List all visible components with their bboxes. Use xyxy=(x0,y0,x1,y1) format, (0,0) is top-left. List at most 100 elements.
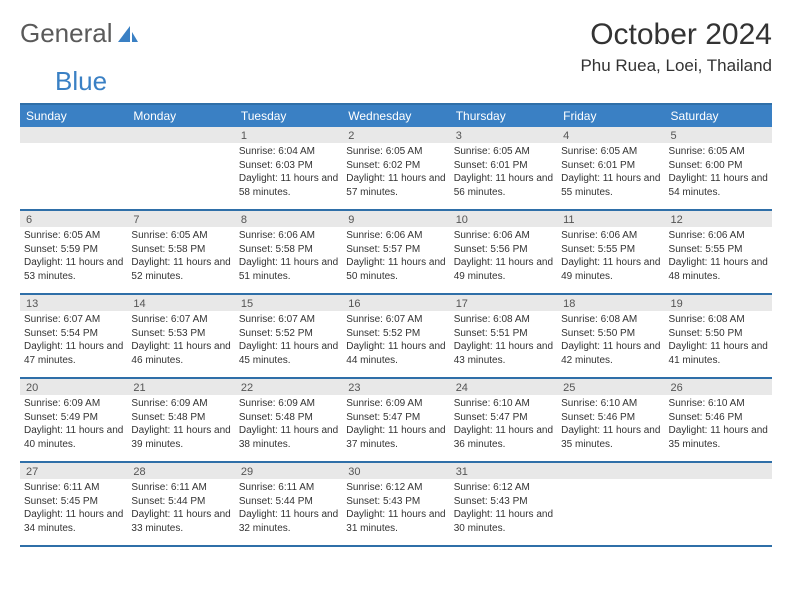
sunset-line: Sunset: 5:58 PM xyxy=(239,243,338,257)
sunset-line: Sunset: 5:47 PM xyxy=(346,411,445,425)
day-cell: 10Sunrise: 6:06 AMSunset: 5:56 PMDayligh… xyxy=(450,211,557,293)
day-cell: 3Sunrise: 6:05 AMSunset: 6:01 PMDaylight… xyxy=(450,127,557,209)
sunset-line: Sunset: 5:50 PM xyxy=(669,327,768,341)
sunrise-line: Sunrise: 6:07 AM xyxy=(239,313,338,327)
sunrise-line: Sunrise: 6:05 AM xyxy=(561,145,660,159)
day-cell: 19Sunrise: 6:08 AMSunset: 5:50 PMDayligh… xyxy=(665,295,772,377)
day-content: Sunrise: 6:08 AMSunset: 5:51 PMDaylight:… xyxy=(450,311,557,371)
sunset-line: Sunset: 5:55 PM xyxy=(561,243,660,257)
day-content: Sunrise: 6:09 AMSunset: 5:48 PMDaylight:… xyxy=(127,395,234,455)
daylight-line: Daylight: 11 hours and 58 minutes. xyxy=(239,172,338,199)
sunset-line: Sunset: 5:48 PM xyxy=(239,411,338,425)
day-number: 3 xyxy=(450,127,557,143)
sunrise-line: Sunrise: 6:05 AM xyxy=(454,145,553,159)
daylight-line: Daylight: 11 hours and 32 minutes. xyxy=(239,508,338,535)
day-number: 6 xyxy=(20,211,127,227)
day-cell: 26Sunrise: 6:10 AMSunset: 5:46 PMDayligh… xyxy=(665,379,772,461)
day-cell: 22Sunrise: 6:09 AMSunset: 5:48 PMDayligh… xyxy=(235,379,342,461)
daylight-line: Daylight: 11 hours and 44 minutes. xyxy=(346,340,445,367)
day-number: 10 xyxy=(450,211,557,227)
daylight-line: Daylight: 11 hours and 49 minutes. xyxy=(454,256,553,283)
sunrise-line: Sunrise: 6:09 AM xyxy=(346,397,445,411)
day-content: Sunrise: 6:06 AMSunset: 5:57 PMDaylight:… xyxy=(342,227,449,287)
sunrise-line: Sunrise: 6:06 AM xyxy=(454,229,553,243)
day-cell: 29Sunrise: 6:11 AMSunset: 5:44 PMDayligh… xyxy=(235,463,342,545)
day-number: 7 xyxy=(127,211,234,227)
logo: General xyxy=(20,18,140,49)
day-number xyxy=(20,127,127,143)
day-cell: 20Sunrise: 6:09 AMSunset: 5:49 PMDayligh… xyxy=(20,379,127,461)
day-cell: 23Sunrise: 6:09 AMSunset: 5:47 PMDayligh… xyxy=(342,379,449,461)
day-cell: 7Sunrise: 6:05 AMSunset: 5:58 PMDaylight… xyxy=(127,211,234,293)
sunset-line: Sunset: 6:02 PM xyxy=(346,159,445,173)
day-content: Sunrise: 6:09 AMSunset: 5:49 PMDaylight:… xyxy=(20,395,127,455)
day-cell: 15Sunrise: 6:07 AMSunset: 5:52 PMDayligh… xyxy=(235,295,342,377)
week-row: 13Sunrise: 6:07 AMSunset: 5:54 PMDayligh… xyxy=(20,295,772,379)
week-row: 20Sunrise: 6:09 AMSunset: 5:49 PMDayligh… xyxy=(20,379,772,463)
day-number: 21 xyxy=(127,379,234,395)
day-cell xyxy=(665,463,772,545)
day-content: Sunrise: 6:07 AMSunset: 5:52 PMDaylight:… xyxy=(342,311,449,371)
day-cell: 5Sunrise: 6:05 AMSunset: 6:00 PMDaylight… xyxy=(665,127,772,209)
day-number: 28 xyxy=(127,463,234,479)
sunrise-line: Sunrise: 6:09 AM xyxy=(131,397,230,411)
sunrise-line: Sunrise: 6:05 AM xyxy=(131,229,230,243)
sunrise-line: Sunrise: 6:07 AM xyxy=(24,313,123,327)
weekday-header: Tuesday xyxy=(235,105,342,127)
day-number: 13 xyxy=(20,295,127,311)
day-number: 22 xyxy=(235,379,342,395)
sunrise-line: Sunrise: 6:07 AM xyxy=(346,313,445,327)
daylight-line: Daylight: 11 hours and 50 minutes. xyxy=(346,256,445,283)
sunset-line: Sunset: 5:45 PM xyxy=(24,495,123,509)
day-number: 27 xyxy=(20,463,127,479)
sunset-line: Sunset: 5:54 PM xyxy=(24,327,123,341)
day-number: 11 xyxy=(557,211,664,227)
week-row: 1Sunrise: 6:04 AMSunset: 6:03 PMDaylight… xyxy=(20,127,772,211)
day-cell: 18Sunrise: 6:08 AMSunset: 5:50 PMDayligh… xyxy=(557,295,664,377)
day-cell: 16Sunrise: 6:07 AMSunset: 5:52 PMDayligh… xyxy=(342,295,449,377)
day-number: 9 xyxy=(342,211,449,227)
sunset-line: Sunset: 5:47 PM xyxy=(454,411,553,425)
sunset-line: Sunset: 5:44 PM xyxy=(131,495,230,509)
day-number: 31 xyxy=(450,463,557,479)
day-content: Sunrise: 6:09 AMSunset: 5:48 PMDaylight:… xyxy=(235,395,342,455)
sunrise-line: Sunrise: 6:06 AM xyxy=(239,229,338,243)
weekday-header: Saturday xyxy=(665,105,772,127)
sunrise-line: Sunrise: 6:12 AM xyxy=(454,481,553,495)
day-cell: 21Sunrise: 6:09 AMSunset: 5:48 PMDayligh… xyxy=(127,379,234,461)
day-content: Sunrise: 6:04 AMSunset: 6:03 PMDaylight:… xyxy=(235,143,342,203)
day-cell: 8Sunrise: 6:06 AMSunset: 5:58 PMDaylight… xyxy=(235,211,342,293)
day-number: 18 xyxy=(557,295,664,311)
day-cell: 2Sunrise: 6:05 AMSunset: 6:02 PMDaylight… xyxy=(342,127,449,209)
daylight-line: Daylight: 11 hours and 53 minutes. xyxy=(24,256,123,283)
sunrise-line: Sunrise: 6:12 AM xyxy=(346,481,445,495)
day-cell: 13Sunrise: 6:07 AMSunset: 5:54 PMDayligh… xyxy=(20,295,127,377)
sunset-line: Sunset: 6:03 PM xyxy=(239,159,338,173)
day-cell: 1Sunrise: 6:04 AMSunset: 6:03 PMDaylight… xyxy=(235,127,342,209)
daylight-line: Daylight: 11 hours and 41 minutes. xyxy=(669,340,768,367)
daylight-line: Daylight: 11 hours and 55 minutes. xyxy=(561,172,660,199)
daylight-line: Daylight: 11 hours and 35 minutes. xyxy=(669,424,768,451)
sunrise-line: Sunrise: 6:11 AM xyxy=(24,481,123,495)
sunrise-line: Sunrise: 6:06 AM xyxy=(346,229,445,243)
week-row: 6Sunrise: 6:05 AMSunset: 5:59 PMDaylight… xyxy=(20,211,772,295)
day-content: Sunrise: 6:08 AMSunset: 5:50 PMDaylight:… xyxy=(557,311,664,371)
daylight-line: Daylight: 11 hours and 57 minutes. xyxy=(346,172,445,199)
day-cell: 25Sunrise: 6:10 AMSunset: 5:46 PMDayligh… xyxy=(557,379,664,461)
sunset-line: Sunset: 6:01 PM xyxy=(561,159,660,173)
day-number: 14 xyxy=(127,295,234,311)
daylight-line: Daylight: 11 hours and 31 minutes. xyxy=(346,508,445,535)
day-number: 15 xyxy=(235,295,342,311)
day-number: 16 xyxy=(342,295,449,311)
day-cell xyxy=(20,127,127,209)
sunset-line: Sunset: 5:53 PM xyxy=(131,327,230,341)
sunrise-line: Sunrise: 6:08 AM xyxy=(669,313,768,327)
daylight-line: Daylight: 11 hours and 43 minutes. xyxy=(454,340,553,367)
day-cell: 31Sunrise: 6:12 AMSunset: 5:43 PMDayligh… xyxy=(450,463,557,545)
daylight-line: Daylight: 11 hours and 51 minutes. xyxy=(239,256,338,283)
sunset-line: Sunset: 5:43 PM xyxy=(346,495,445,509)
daylight-line: Daylight: 11 hours and 42 minutes. xyxy=(561,340,660,367)
month-title: October 2024 xyxy=(580,18,772,52)
day-cell: 30Sunrise: 6:12 AMSunset: 5:43 PMDayligh… xyxy=(342,463,449,545)
daylight-line: Daylight: 11 hours and 52 minutes. xyxy=(131,256,230,283)
